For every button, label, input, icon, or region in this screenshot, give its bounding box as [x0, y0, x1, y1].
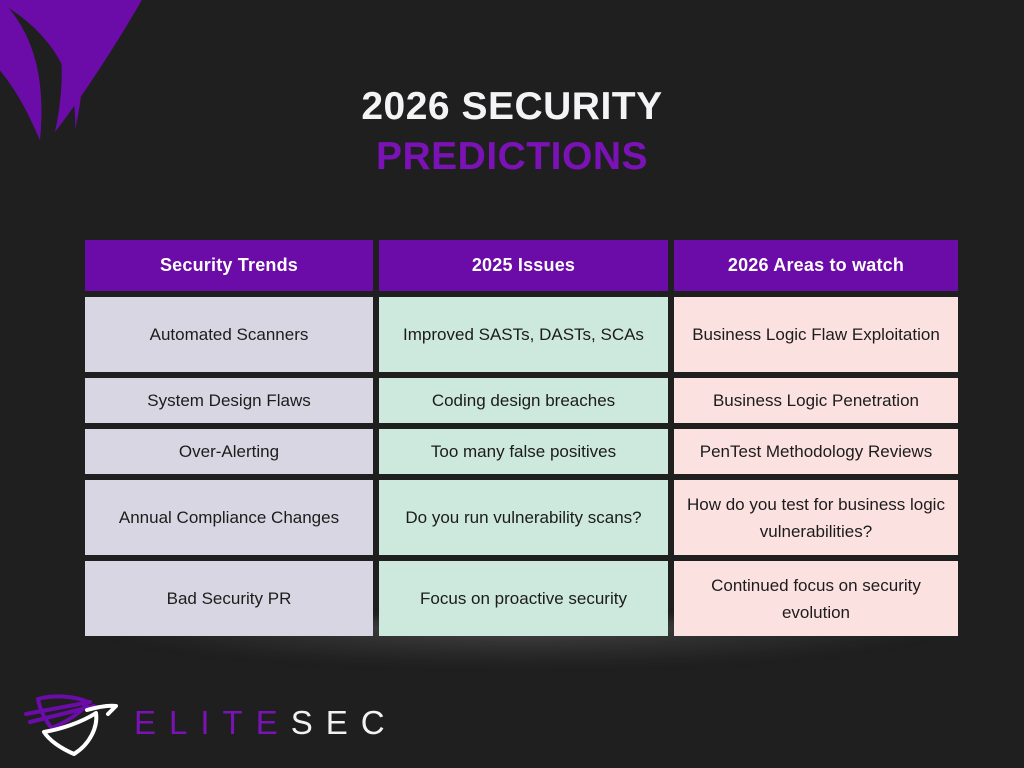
title-line-accent: PREDICTIONS: [375, 135, 649, 178]
table-cell: Too many false positives: [379, 429, 668, 474]
table-row: Automated Scanners Improved SASTs, DASTs…: [85, 297, 958, 372]
table-header-security-trends: Security Trends: [85, 240, 373, 291]
table-row: Bad Security PR Focus on proactive secur…: [85, 561, 958, 636]
table-header-2026-areas: 2026 Areas to watch: [673, 240, 958, 291]
table-cell: Do you run vulnerability scans?: [379, 480, 668, 555]
table-cell: Business Logic Penetration: [673, 378, 958, 423]
table-header-row: Security Trends 2025 Issues 2026 Areas t…: [85, 240, 958, 291]
table-cell: System Design Flaws: [85, 378, 373, 423]
table-cell: Coding design breaches: [379, 378, 668, 423]
table-row: Over-Alerting Too many false positives P…: [85, 429, 958, 474]
table-cell: Continued focus on security evolution: [673, 561, 958, 636]
logo-word-elite: ELITE: [134, 704, 291, 741]
shield-logo-icon: [24, 694, 118, 756]
table-row: Annual Compliance Changes Do you run vul…: [85, 480, 958, 555]
title-line-primary: 2026 SECURITY: [361, 85, 663, 128]
table-row: System Design Flaws Coding design breach…: [85, 378, 958, 423]
logo-word-sec: SEC: [290, 704, 398, 741]
table-cell: Bad Security PR: [85, 561, 373, 636]
table-header-2025-issues: 2025 Issues: [379, 240, 668, 291]
table-cell: Over-Alerting: [85, 429, 373, 474]
page-title: 2026 SECURITY PREDICTIONS: [0, 82, 1024, 182]
table-cell: How do you test for business logic vulne…: [673, 480, 958, 555]
brand-logo: ELITESEC: [24, 686, 398, 760]
table-cell: Annual Compliance Changes: [85, 480, 373, 555]
table-cell: Business Logic Flaw Exploitation: [673, 297, 958, 372]
table-cell: Focus on proactive security: [379, 561, 668, 636]
predictions-table: Security Trends 2025 Issues 2026 Areas t…: [85, 240, 958, 636]
table-cell: PenTest Methodology Reviews: [673, 429, 958, 474]
table-cell: Improved SASTs, DASTs, SCAs: [379, 297, 668, 372]
table-cell: Automated Scanners: [85, 297, 373, 372]
logo-wordmark: ELITESEC: [134, 703, 398, 743]
